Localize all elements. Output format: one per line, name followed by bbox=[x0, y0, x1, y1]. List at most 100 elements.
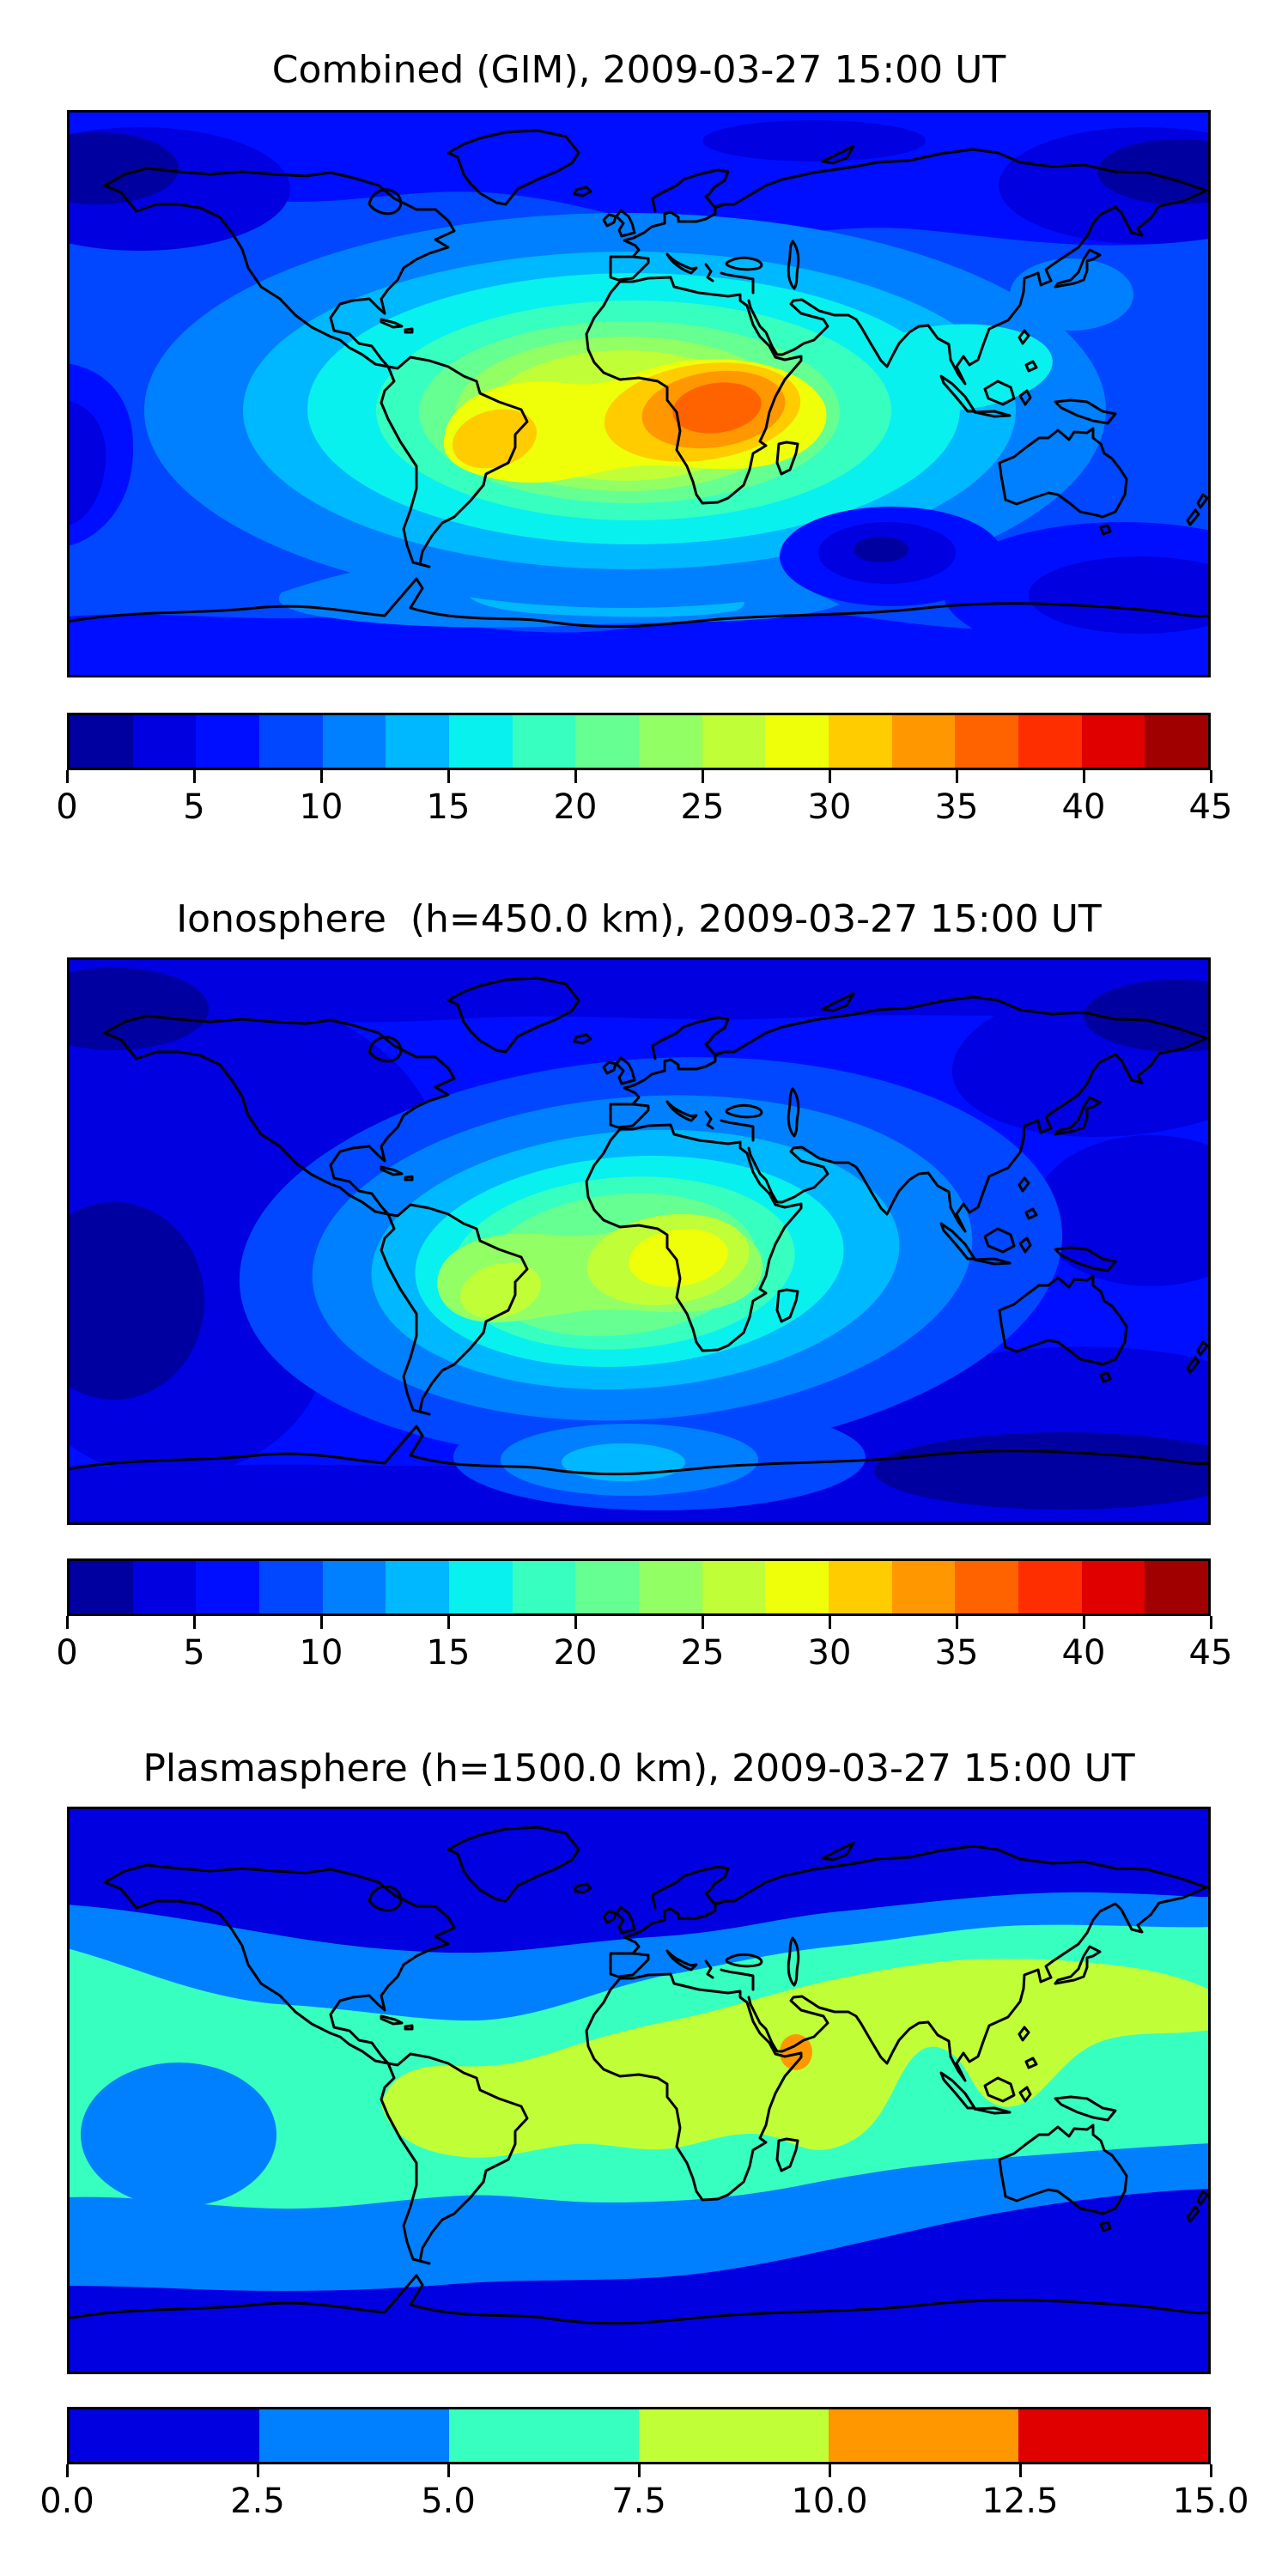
colorbar-tick-label: 10.0 bbox=[791, 2482, 868, 2521]
colorbar-tick-label: 0 bbox=[56, 787, 78, 827]
colorbar-tick bbox=[319, 1616, 323, 1629]
colorbar-tick-label: 12.5 bbox=[981, 2482, 1059, 2521]
contour-field-ionosphere bbox=[67, 957, 1211, 1525]
colorbar-segment bbox=[132, 1561, 197, 1613]
colorbar-tick bbox=[828, 770, 831, 783]
colorbar-tick-label: 2.5 bbox=[230, 2482, 285, 2521]
colorbar-tick bbox=[65, 1616, 69, 1629]
colorbar-segment bbox=[259, 715, 323, 768]
colorbar-segment bbox=[259, 2409, 449, 2462]
colorbar-tick-label: 40 bbox=[1061, 1633, 1106, 1673]
colorbar-tick-label: 5.0 bbox=[421, 2482, 476, 2521]
colorbar-tick bbox=[828, 2464, 831, 2477]
panel1-map bbox=[67, 110, 1211, 677]
colorbar-tick bbox=[701, 770, 704, 783]
map-frame bbox=[67, 110, 1211, 677]
colorbar-tick-label: 35 bbox=[934, 787, 979, 827]
colorbar-tick-label: 10 bbox=[299, 1633, 343, 1673]
colorbar-tick bbox=[1018, 2464, 1022, 2477]
colorbar-segment bbox=[70, 1561, 133, 1613]
colorbar-segment bbox=[829, 715, 892, 768]
colorbar-segment bbox=[829, 1561, 892, 1613]
colorbar-tick bbox=[637, 2464, 641, 2477]
colorbar-segment bbox=[955, 1561, 1019, 1613]
colorbar-segment bbox=[259, 1561, 323, 1613]
panel3-title: Plasmasphere (h=1500.0 km), 2009-03-27 1… bbox=[143, 1747, 1135, 1790]
colorbar-segment bbox=[512, 1561, 576, 1613]
colorbar-tick-label: 0.0 bbox=[39, 2482, 94, 2521]
colorbar-tick bbox=[192, 770, 196, 783]
colorbar-segment bbox=[449, 715, 513, 768]
colorbar-segment bbox=[575, 715, 640, 768]
colorbar-tick bbox=[319, 770, 323, 783]
colorbar-segment bbox=[575, 1561, 640, 1613]
colorbar-tick bbox=[955, 1616, 958, 1629]
colorbar-segment bbox=[1145, 1561, 1209, 1613]
colorbar-segment bbox=[1081, 715, 1145, 768]
colorbar-tick-label: 35 bbox=[934, 1633, 979, 1673]
panel3-colorbar-ticks: 0.0 2.5 5.0 7.5 10.0 12.5 15.0 bbox=[0, 2464, 1288, 2550]
colorbar-tick bbox=[1209, 2464, 1212, 2477]
colorbar-tick-label: 30 bbox=[807, 1633, 852, 1673]
colorbar-tick-label: 0 bbox=[56, 1633, 78, 1673]
map-frame bbox=[67, 957, 1211, 1525]
colorbar-segment bbox=[829, 2409, 1018, 2462]
colorbar-segment bbox=[196, 715, 260, 768]
colorbar-segment bbox=[70, 715, 133, 768]
colorbar-tick bbox=[447, 1616, 450, 1629]
colorbar-segment bbox=[955, 715, 1019, 768]
colorbar-tick bbox=[1082, 1616, 1085, 1629]
colorbar-tick-label: 40 bbox=[1061, 787, 1106, 827]
colorbar-tick-label: 15.0 bbox=[1172, 2482, 1249, 2521]
colorbar-tick-label: 25 bbox=[680, 787, 725, 827]
colorbar-tick bbox=[701, 1616, 704, 1629]
panel3-colorbar bbox=[67, 2407, 1211, 2464]
colorbar-tick bbox=[574, 1616, 577, 1629]
colorbar-tick-label: 5 bbox=[183, 1633, 205, 1673]
colorbar-segment bbox=[1018, 2409, 1208, 2462]
colorbar-segment bbox=[386, 715, 450, 768]
colorbar-segment bbox=[322, 1561, 386, 1613]
colorbar-tick bbox=[955, 770, 958, 783]
colorbar-tick-label: 45 bbox=[1188, 787, 1233, 827]
colorbar-segment bbox=[765, 1561, 829, 1613]
colorbar-tick-label: 15 bbox=[426, 1633, 471, 1673]
colorbar-segment bbox=[639, 715, 702, 768]
colorbar-tick bbox=[447, 770, 450, 783]
colorbar-tick bbox=[1209, 770, 1212, 783]
map-frame bbox=[67, 1807, 1211, 2374]
colorbar-tick-label: 15 bbox=[426, 787, 471, 827]
colorbar-segment bbox=[449, 1561, 513, 1613]
panel1-colorbar-ticks: 0 5 10 15 20 25 30 35 40 45 bbox=[0, 770, 1288, 856]
contour-field-combined bbox=[67, 110, 1211, 677]
colorbar-tick-label: 20 bbox=[553, 787, 598, 827]
colorbar-tick bbox=[828, 1616, 831, 1629]
colorbar-segment bbox=[1145, 715, 1209, 768]
panel1-colorbar bbox=[67, 713, 1211, 770]
colorbar-segment bbox=[322, 715, 386, 768]
colorbar-segment bbox=[1018, 1561, 1082, 1613]
colorbar-segment bbox=[449, 2409, 639, 2462]
panel3-map bbox=[67, 1807, 1211, 2374]
colorbar-segment bbox=[702, 715, 766, 768]
colorbar-segment bbox=[1018, 715, 1082, 768]
colorbar-tick-label: 7.5 bbox=[611, 2482, 666, 2521]
colorbar-segment bbox=[196, 1561, 260, 1613]
colorbar-tick bbox=[256, 2464, 259, 2477]
colorbar-segment bbox=[1081, 1561, 1145, 1613]
colorbar-tick-label: 30 bbox=[807, 787, 852, 827]
colorbar-tick bbox=[65, 770, 69, 783]
colorbar-tick-label: 20 bbox=[553, 1633, 598, 1673]
panel1-title: Combined (GIM), 2009-03-27 15:00 UT bbox=[271, 48, 1006, 92]
colorbar-tick bbox=[192, 1616, 196, 1629]
colorbar-segment bbox=[702, 1561, 766, 1613]
colorbar-tick bbox=[65, 2464, 69, 2477]
colorbar-tick-label: 5 bbox=[183, 787, 205, 827]
contour-field-plasmasphere bbox=[67, 1807, 1211, 2374]
colorbar-segment bbox=[386, 1561, 450, 1613]
colorbar-tick bbox=[1082, 770, 1085, 783]
panel2-map bbox=[67, 957, 1211, 1525]
panel2-colorbar bbox=[67, 1558, 1211, 1616]
panel2-colorbar-ticks: 0 5 10 15 20 25 30 35 40 45 bbox=[0, 1616, 1288, 1702]
